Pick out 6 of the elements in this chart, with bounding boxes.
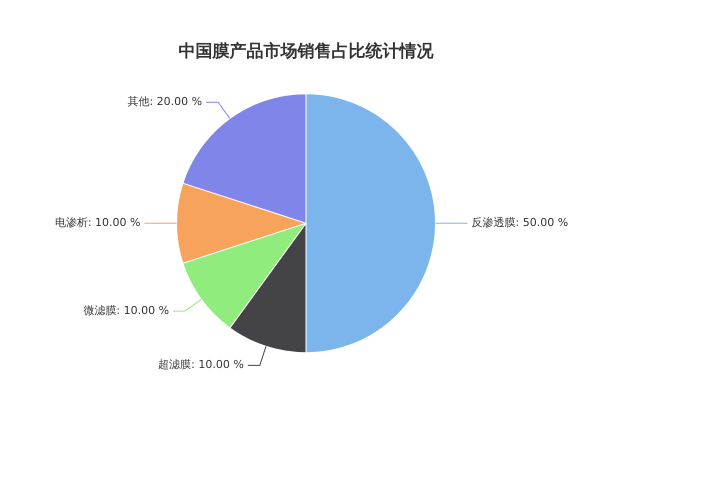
- chart-title: 中国膜产品市场销售占比统计情况: [178, 42, 434, 62]
- slice-label: 微滤膜: 10.00 %: [83, 304, 170, 317]
- slice-label: 其他: 20.00 %: [127, 95, 202, 108]
- slice-label: 电渗析: 10.00 %: [54, 216, 140, 230]
- slice-label: 超滤膜: 10.00 %: [158, 358, 244, 372]
- slice-label: 反渗透膜: 50.00 %: [472, 216, 568, 230]
